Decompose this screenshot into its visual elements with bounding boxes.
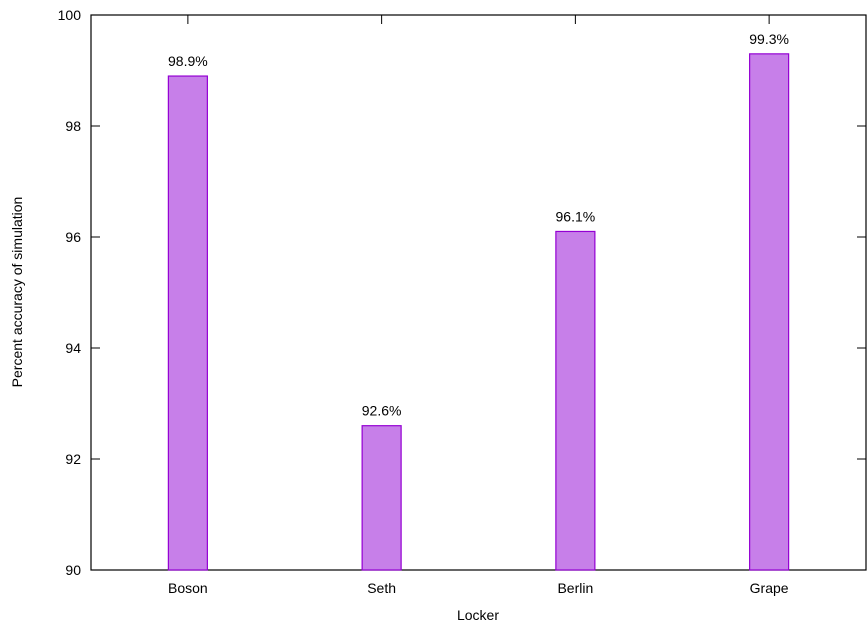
y-tick-label: 98: [65, 118, 81, 134]
y-tick-label: 92: [65, 451, 81, 467]
y-tick-label: 96: [65, 229, 81, 245]
bar-value-label: 99.3%: [749, 31, 789, 47]
bars-group: [167, 53, 790, 571]
bar-value-label: 98.9%: [168, 53, 208, 69]
bar: [555, 230, 596, 571]
data-labels-group: 98.9% 92.6% 96.1% 99.3%: [168, 31, 789, 419]
y-axis: 90 92 94 96 98 100: [58, 7, 866, 578]
bar: [167, 75, 208, 571]
y-axis-title: Percent accuracy of simulation: [9, 197, 25, 388]
x-tick-label: Boson: [168, 580, 208, 596]
x-tick-label: Grape: [750, 580, 789, 596]
y-tick-label: 100: [58, 7, 82, 23]
x-tick-label: Berlin: [557, 580, 593, 596]
y-tick-label: 90: [65, 562, 81, 578]
bar: [749, 53, 790, 571]
x-axis-title: Locker: [457, 607, 499, 623]
x-tick-label: Seth: [367, 580, 396, 596]
bar: [361, 425, 402, 571]
bar-value-label: 92.6%: [362, 403, 402, 419]
y-tick-label: 94: [65, 340, 81, 356]
x-axis: Boson Seth Berlin Grape: [168, 15, 789, 596]
plot-frame: [90, 14, 867, 571]
bar-value-label: 96.1%: [556, 208, 596, 224]
